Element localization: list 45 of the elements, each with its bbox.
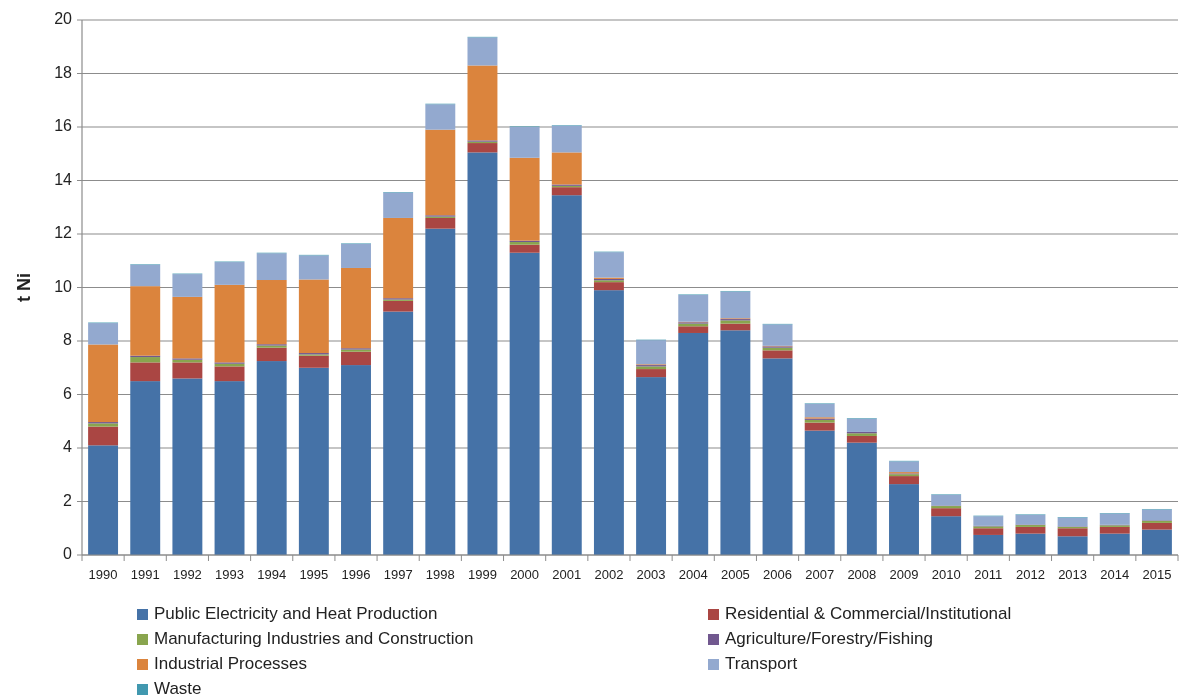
- x-tick-label: 1994: [257, 567, 287, 582]
- legend-label: Residential & Commercial/Institutional: [725, 604, 1012, 624]
- y-tick-label: 0: [63, 545, 73, 563]
- x-tick-label: 1992: [172, 567, 202, 582]
- legend-label: Transport: [725, 654, 798, 674]
- y-tick-label: 4: [63, 438, 73, 456]
- x-tick-label: 1991: [130, 567, 160, 582]
- x-tick-label: 1998: [425, 567, 455, 582]
- x-tick-label: 2008: [847, 567, 877, 582]
- x-tick-label: 2014: [1100, 567, 1130, 582]
- y-tick-label: 20: [54, 10, 73, 28]
- x-tick-label: 2006: [763, 567, 792, 582]
- x-tick-label: 2001: [552, 567, 582, 582]
- x-tick-label: 2015: [1142, 567, 1172, 582]
- x-tick-label: 2005: [720, 567, 750, 582]
- x-tick-label: 2004: [678, 567, 708, 582]
- x-tick-label: 1999: [468, 567, 497, 582]
- legend-label: Public Electricity and Heat Production: [154, 604, 438, 624]
- x-tick-label: 1990: [88, 567, 118, 582]
- x-tick-label: 1997: [383, 567, 413, 582]
- y-tick-label: 18: [54, 63, 73, 81]
- y-tick-label: 2: [63, 491, 73, 509]
- y-tick-label: 16: [54, 117, 73, 135]
- legend-label: Agriculture/Forestry/Fishing: [725, 629, 933, 649]
- x-tick-label: 2002: [594, 567, 624, 582]
- x-tick-label: 2010: [931, 567, 961, 582]
- x-tick-label: 2009: [889, 567, 919, 582]
- y-tick-label: 10: [54, 277, 73, 295]
- legend-label: Manufacturing Industries and Construction: [154, 629, 474, 649]
- x-tick-label: 1993: [215, 567, 244, 582]
- x-tick-label: 2013: [1058, 567, 1088, 582]
- y-tick-label: 6: [63, 384, 73, 402]
- y-tick-label: 12: [54, 224, 73, 242]
- x-tick-label: 2003: [636, 567, 666, 582]
- y-axis-title: t Ni: [14, 273, 34, 302]
- legend-label: Waste: [154, 679, 202, 699]
- y-tick-label: 14: [54, 170, 73, 188]
- y-tick-label: 8: [63, 331, 73, 349]
- x-tick-label: 2011: [974, 567, 1003, 582]
- x-tick-label: 1995: [299, 567, 329, 582]
- x-tick-label: 2000: [510, 567, 540, 582]
- x-tick-label: 1996: [341, 567, 371, 582]
- x-tick-label: 2007: [805, 567, 835, 582]
- x-tick-label: 2012: [1016, 567, 1045, 582]
- legend-label: Industrial Processes: [154, 654, 308, 674]
